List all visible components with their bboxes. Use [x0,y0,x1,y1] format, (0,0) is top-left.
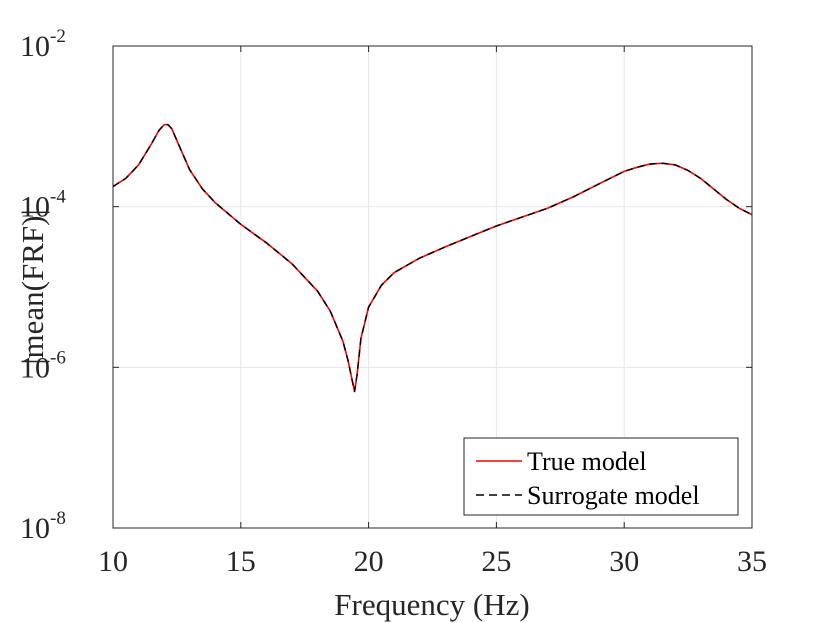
series-line-surrogate-model [112,123,753,393]
x-tick-label: 30 [609,545,639,578]
x-axis-title: Frequency (Hz) [334,587,529,622]
y-axis-title: |mean(FRF)| [15,209,50,364]
x-tick-label: 10 [98,545,128,578]
y-tick-label: 10-4 [20,187,66,224]
legend-label-surrogate-model: Surrogate model [527,481,700,510]
x-tick-label: 15 [226,545,256,578]
y-tick-label: 10-2 [20,26,66,63]
plot-lines [112,123,753,393]
legend: True model Surrogate model [463,437,739,516]
legend-box [463,437,739,516]
ticks: 10 15 20 25 30 35 10-8 10-6 10-4 10-2 [20,26,767,578]
y-tick-label: 10-8 [20,508,66,545]
plot-frame [112,45,753,529]
x-tick-label: 35 [737,545,767,578]
x-tick-label: 25 [481,545,511,578]
x-tick-label: 20 [354,545,384,578]
y-tick-label: 10-6 [20,347,66,384]
legend-label-true-model: True model [527,447,647,476]
